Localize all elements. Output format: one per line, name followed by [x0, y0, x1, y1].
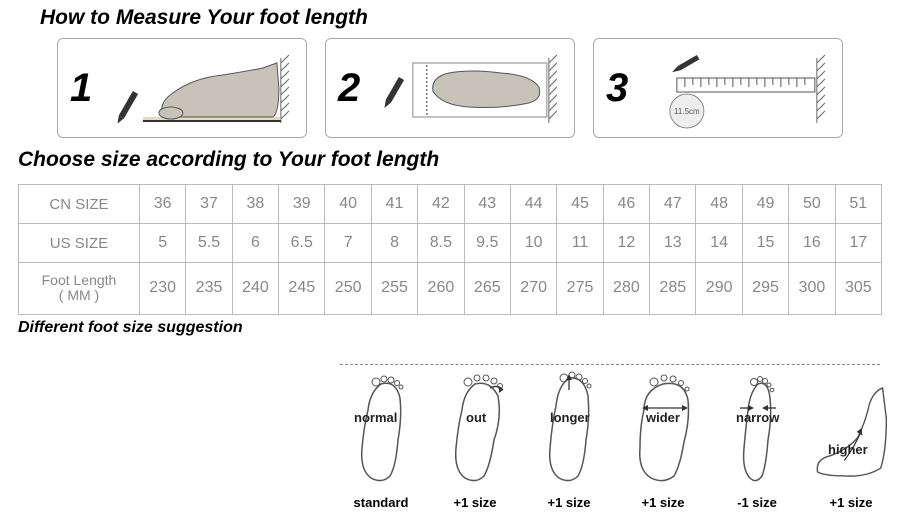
cn-cell: 43: [464, 185, 510, 224]
cn-cell: 36: [139, 185, 185, 224]
foot-normal-suggestion: standard: [354, 495, 409, 510]
mm-cell: 240: [232, 263, 278, 315]
mm-cell: 285: [650, 263, 696, 315]
cn-cell: 37: [186, 185, 232, 224]
foot-wider-suggestion: +1 size: [641, 495, 684, 510]
foot-longer-label: longer: [550, 410, 590, 425]
step-1-number: 1: [58, 66, 100, 111]
divider: [340, 364, 880, 365]
foot-out-label: out: [466, 410, 486, 425]
us-cell: 11: [557, 224, 603, 263]
cn-cell: 50: [789, 185, 835, 224]
foot-normal: normal standard: [334, 370, 428, 510]
foot-wider-label: wider: [646, 410, 680, 425]
us-cell: 17: [835, 224, 881, 263]
mm-cell: 245: [279, 263, 325, 315]
step-2-number: 2: [326, 66, 368, 111]
mm-cell: 290: [696, 263, 742, 315]
us-size-row: US SIZE 5 5.5 6 6.5 7 8 8.5 9.5 10 11 12…: [19, 224, 882, 263]
suggestion-title: Different foot size suggestion: [0, 315, 900, 339]
foot-higher-suggestion: +1 size: [829, 495, 872, 510]
foot-narrow-label: narrow: [736, 410, 779, 425]
cn-cell: 47: [650, 185, 696, 224]
foot-higher-label: higher: [828, 442, 868, 457]
foot-normal-icon: [346, 370, 416, 488]
cn-cell: 46: [603, 185, 649, 224]
feet-row: normal standard out +1 size: [334, 370, 898, 510]
us-cell: 6: [232, 224, 278, 263]
mm-cell: 265: [464, 263, 510, 315]
cn-cell: 38: [232, 185, 278, 224]
us-cell: 10: [510, 224, 556, 263]
us-cell: 9.5: [464, 224, 510, 263]
mm-cell: 255: [371, 263, 417, 315]
measure-title: How to Measure Your foot length: [0, 0, 900, 36]
cn-cell: 44: [510, 185, 556, 224]
us-cell: 14: [696, 224, 742, 263]
cn-size-label: CN SIZE: [19, 185, 140, 224]
us-cell: 8: [371, 224, 417, 263]
foot-narrow-icon: [722, 370, 792, 488]
foot-out: out +1 size: [428, 370, 522, 510]
foot-longer-suggestion: +1 size: [547, 495, 590, 510]
cn-cell: 41: [371, 185, 417, 224]
mm-cell: 275: [557, 263, 603, 315]
cn-size-row: CN SIZE 36 37 38 39 40 41 42 43 44 45 46…: [19, 185, 882, 224]
foot-narrow: narrow -1 size: [710, 370, 804, 510]
us-cell: 15: [742, 224, 788, 263]
foot-longer-icon: [534, 370, 604, 488]
step-2-illustration: [368, 43, 574, 133]
us-cell: 8.5: [418, 224, 464, 263]
mm-cell: 270: [510, 263, 556, 315]
steps-row: 1 2: [0, 36, 900, 140]
cn-cell: 40: [325, 185, 371, 224]
foot-out-suggestion: +1 size: [453, 495, 496, 510]
mm-cell: 300: [789, 263, 835, 315]
mm-cell: 280: [603, 263, 649, 315]
step-1-illustration: [100, 43, 306, 133]
step-3-illustration: 11.5cm: [636, 43, 842, 133]
us-size-label: US SIZE: [19, 224, 140, 263]
foot-higher-icon: [808, 370, 894, 488]
cn-cell: 51: [835, 185, 881, 224]
mm-cell: 235: [186, 263, 232, 315]
us-cell: 12: [603, 224, 649, 263]
mm-cell: 250: [325, 263, 371, 315]
us-cell: 13: [650, 224, 696, 263]
step-2-box: 2: [325, 38, 575, 138]
us-cell: 7: [325, 224, 371, 263]
cn-cell: 45: [557, 185, 603, 224]
cn-cell: 42: [418, 185, 464, 224]
foot-wider-icon: [628, 370, 698, 488]
us-cell: 5.5: [186, 224, 232, 263]
foot-normal-label: normal: [354, 410, 397, 425]
mm-cell: 295: [742, 263, 788, 315]
foot-length-row: Foot Length( MM ) 230 235 240 245 250 25…: [19, 263, 882, 315]
step-3-box: 3: [593, 38, 843, 138]
foot-length-label: Foot Length( MM ): [19, 263, 140, 315]
us-cell: 6.5: [279, 224, 325, 263]
choose-title: Choose size according to Your foot lengt…: [0, 140, 900, 180]
size-table: CN SIZE 36 37 38 39 40 41 42 43 44 45 46…: [18, 184, 882, 315]
mm-cell: 230: [139, 263, 185, 315]
cn-cell: 39: [279, 185, 325, 224]
step-1-box: 1: [57, 38, 307, 138]
foot-narrow-suggestion: -1 size: [737, 495, 777, 510]
us-cell: 16: [789, 224, 835, 263]
foot-higher: higher +1 size: [804, 370, 898, 510]
step-3-number: 3: [594, 66, 636, 111]
mm-cell: 305: [835, 263, 881, 315]
radius-label: 11.5cm: [674, 107, 700, 116]
cn-cell: 49: [742, 185, 788, 224]
us-cell: 5: [139, 224, 185, 263]
cn-cell: 48: [696, 185, 742, 224]
foot-out-icon: [440, 370, 510, 488]
mm-cell: 260: [418, 263, 464, 315]
foot-wider: wider +1 size: [616, 370, 710, 510]
foot-longer: longer +1 size: [522, 370, 616, 510]
